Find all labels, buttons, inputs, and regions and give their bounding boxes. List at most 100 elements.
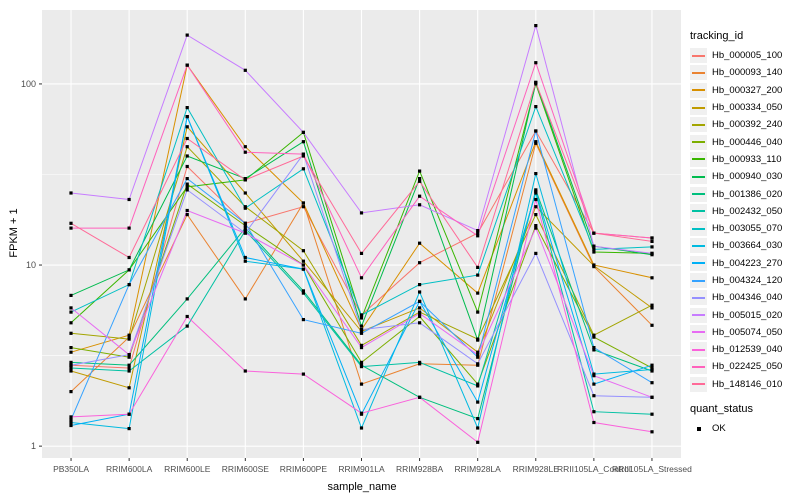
legend-label: OK bbox=[712, 423, 726, 435]
legend-key-line-icon bbox=[690, 134, 707, 150]
data-point bbox=[476, 310, 480, 314]
legend-item-Hb_022425_050: Hb_022425_050 bbox=[690, 358, 798, 375]
data-point bbox=[359, 411, 364, 415]
data-point bbox=[476, 234, 480, 238]
legend-label: Hb_000005_100 bbox=[712, 50, 783, 62]
legend-item-Hb_000334_050: Hb_000334_050 bbox=[690, 99, 798, 116]
data-point bbox=[127, 335, 131, 339]
data-point bbox=[243, 255, 247, 260]
legend-label: Hb_002432_050 bbox=[712, 205, 783, 217]
data-point bbox=[185, 115, 189, 119]
data-point bbox=[127, 255, 131, 260]
data-point bbox=[534, 197, 538, 202]
legend-label: Hb_004223_270 bbox=[712, 257, 783, 269]
data-point bbox=[127, 353, 131, 357]
legend-label: Hb_004346_040 bbox=[712, 292, 783, 304]
data-point bbox=[476, 400, 480, 404]
data-point bbox=[476, 231, 480, 235]
data-point bbox=[534, 189, 538, 193]
data-point bbox=[69, 321, 73, 325]
data-point bbox=[359, 324, 364, 328]
data-point bbox=[301, 318, 305, 322]
data-point bbox=[418, 299, 422, 303]
data-point bbox=[243, 221, 247, 225]
data-point bbox=[127, 363, 131, 367]
data-point bbox=[534, 129, 538, 133]
legend: tracking_id Hb_000005_100 Hb_000093_140 Hb… bbox=[690, 30, 798, 437]
data-point bbox=[69, 390, 73, 394]
legend-key-line-icon bbox=[690, 273, 707, 288]
x-tick-label: RRIM600PE bbox=[280, 464, 328, 474]
data-point bbox=[301, 267, 305, 271]
legend-item-Hb_004223_270: Hb_004223_270 bbox=[690, 255, 798, 272]
data-point bbox=[418, 194, 422, 198]
legend-label: Hb_004324_120 bbox=[712, 275, 783, 286]
legend-label: Hb_003055_070 bbox=[712, 223, 783, 235]
data-point bbox=[185, 182, 189, 186]
legend-key-line-icon bbox=[690, 100, 707, 116]
data-point bbox=[592, 394, 596, 398]
data-point bbox=[534, 172, 538, 176]
data-point bbox=[418, 360, 422, 364]
legend-item-Hb_012539_040: Hb_012539_040 bbox=[690, 341, 798, 358]
legend-key-line-icon bbox=[690, 186, 707, 202]
data-point bbox=[359, 346, 364, 350]
legend-item-Hb_000327_200: Hb_000327_200 bbox=[690, 82, 798, 99]
data-point bbox=[592, 420, 596, 425]
data-point bbox=[127, 197, 131, 202]
legend-item-Hb_004346_040: Hb_004346_040 bbox=[690, 289, 798, 306]
x-axis-title: sample_name bbox=[327, 481, 397, 493]
x-tick-label: RRIM600LE bbox=[164, 464, 211, 474]
legend-label: Hb_022425_050 bbox=[712, 361, 783, 373]
data-point bbox=[418, 395, 422, 399]
data-point bbox=[185, 314, 189, 319]
data-point bbox=[185, 188, 189, 192]
data-point bbox=[69, 221, 73, 225]
data-point bbox=[243, 229, 247, 233]
data-point bbox=[592, 264, 596, 268]
data-point bbox=[69, 306, 73, 310]
data-point bbox=[301, 372, 305, 376]
legend-label: Hb_000933_110 bbox=[712, 153, 782, 165]
data-point bbox=[185, 208, 189, 213]
data-point bbox=[185, 213, 189, 217]
x-tick-label: PB350LA bbox=[53, 464, 89, 474]
data-point bbox=[534, 226, 538, 230]
data-point bbox=[185, 164, 189, 169]
legend-item-Hb_005015_020: Hb_005015_020 bbox=[690, 306, 798, 323]
data-point bbox=[185, 177, 189, 181]
data-point bbox=[476, 355, 480, 359]
legend-key-line-icon bbox=[690, 221, 707, 237]
data-point bbox=[418, 311, 422, 316]
data-point bbox=[301, 249, 305, 253]
data-point bbox=[650, 363, 654, 367]
legend-label: Hb_005074_050 bbox=[712, 326, 783, 338]
data-point bbox=[127, 355, 131, 359]
data-point bbox=[69, 191, 73, 195]
legend-label: Hb_000392_240 bbox=[712, 119, 783, 131]
data-point bbox=[534, 213, 538, 217]
data-point bbox=[476, 440, 480, 444]
legend-label: Hb_003664_030 bbox=[712, 240, 783, 252]
legend-label: Hb_012539_040 bbox=[712, 344, 783, 356]
data-point bbox=[650, 395, 654, 399]
legend-label: Hb_148146_010 bbox=[712, 378, 783, 390]
legend-label: Hb_005015_020 bbox=[712, 309, 783, 321]
data-point bbox=[69, 346, 73, 350]
data-point bbox=[243, 259, 247, 263]
legend-item-Hb_000392_240: Hb_000392_240 bbox=[690, 116, 798, 133]
data-point bbox=[592, 250, 596, 254]
data-point bbox=[69, 310, 73, 314]
data-point bbox=[69, 360, 73, 364]
data-point bbox=[418, 314, 422, 319]
data-point bbox=[592, 231, 596, 235]
x-tick-label: RRII105LA_Stressed bbox=[612, 464, 692, 474]
data-point bbox=[359, 360, 364, 364]
data-point bbox=[476, 273, 480, 277]
data-point bbox=[69, 423, 73, 428]
data-point bbox=[127, 283, 131, 287]
data-point bbox=[359, 211, 364, 215]
data-point bbox=[185, 33, 189, 37]
data-point bbox=[69, 226, 73, 230]
